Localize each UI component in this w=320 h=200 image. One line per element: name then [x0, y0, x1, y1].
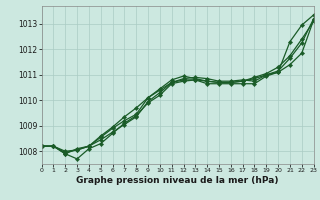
X-axis label: Graphe pression niveau de la mer (hPa): Graphe pression niveau de la mer (hPa) [76, 176, 279, 185]
